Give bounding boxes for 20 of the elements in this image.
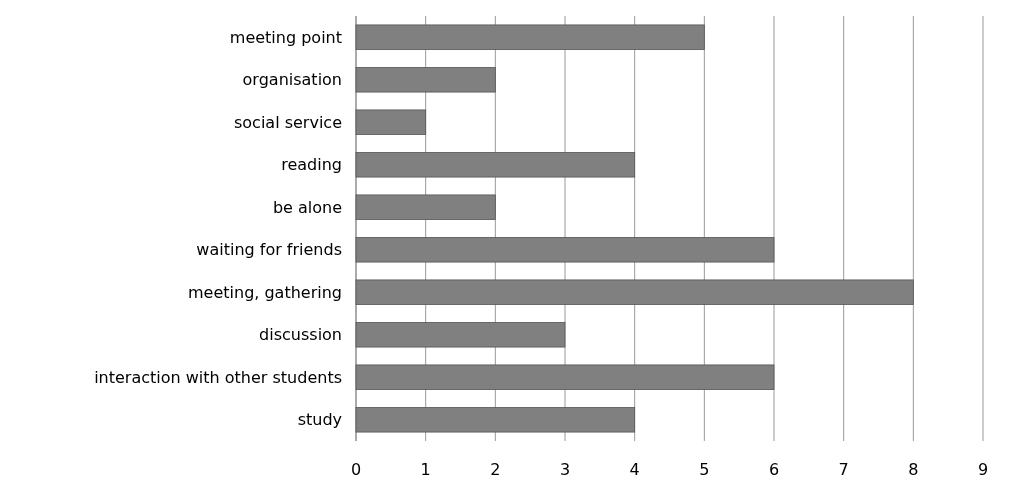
y-tick-label: organisation — [242, 70, 342, 90]
x-tick-label: 1 — [420, 460, 431, 479]
y-tick-label: meeting, gathering — [188, 282, 342, 302]
x-tick-label: 6 — [768, 460, 780, 479]
y-tick-label: reading — [281, 155, 342, 175]
x-tick-label: 7 — [838, 460, 849, 479]
x-tick-label: 0 — [350, 460, 362, 479]
x-tick-label: 3 — [559, 460, 571, 479]
x-tick-label: 8 — [908, 460, 919, 479]
y-tick-label: discussion — [259, 325, 342, 345]
y-tick-label: meeting point — [229, 27, 342, 47]
x-tick-label: 9 — [977, 460, 989, 479]
y-tick-label: be alone — [272, 197, 342, 217]
x-tick-label: 5 — [699, 460, 710, 479]
y-tick-label: social service — [233, 112, 342, 132]
y-tick-label: waiting for friends — [196, 240, 342, 260]
y-tick-label: study — [297, 410, 342, 430]
x-tick-label: 2 — [490, 460, 501, 479]
x-tick-label: 4 — [629, 460, 640, 479]
y-tick-label: interaction with other students — [94, 367, 342, 387]
